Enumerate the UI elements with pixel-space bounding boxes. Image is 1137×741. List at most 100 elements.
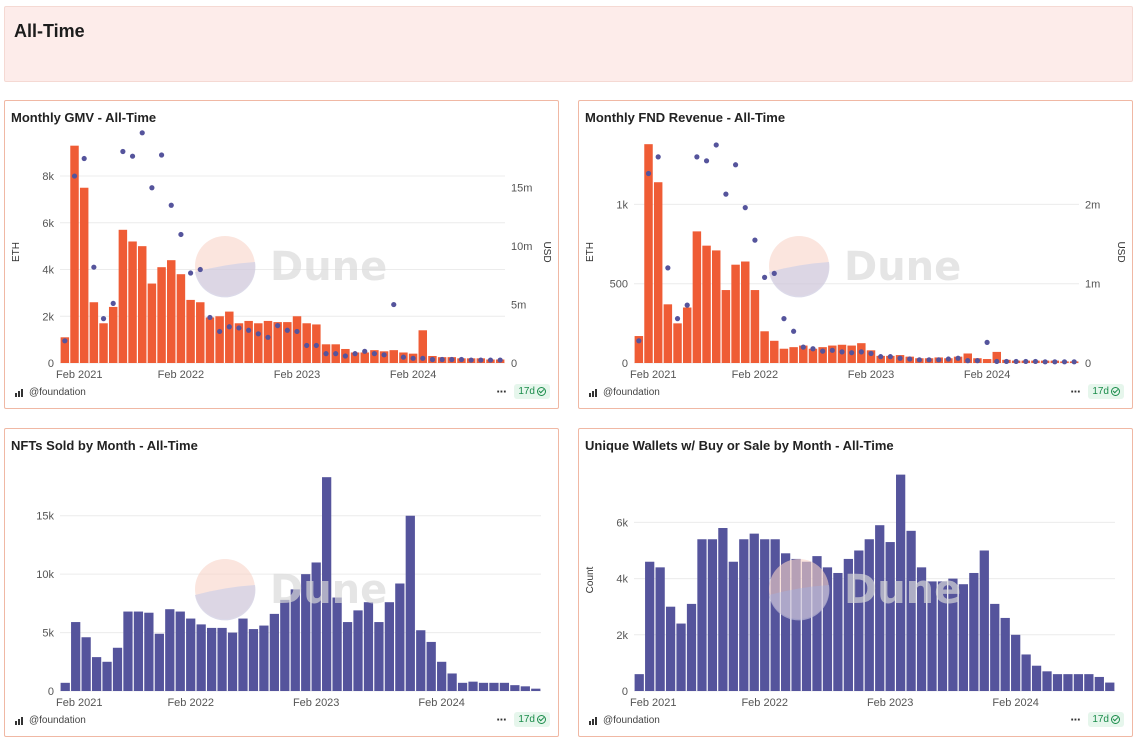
scatter-point [100,316,107,322]
more-options-icon[interactable]: ··· [496,383,507,399]
bar [165,609,175,691]
bar [770,539,780,691]
bar [244,320,253,363]
scatter-point [829,347,835,353]
bar [663,304,673,363]
more-options-icon[interactable]: ··· [1070,383,1081,399]
bar [799,345,808,363]
bar [948,578,958,691]
dashboard-title: All-Time [14,21,85,41]
scatter-point [1052,359,1058,365]
scatter-point [352,351,358,357]
bar [510,685,520,691]
bar [81,637,91,691]
y2-tick-label: 1m [1085,279,1100,291]
scatter-point [839,349,845,355]
scatter-point [168,202,174,208]
bar [108,306,118,363]
scatter-point [858,349,864,355]
x-tick-label: Feb 2024 [390,369,436,381]
bar [692,231,702,363]
scatter-point [275,323,281,329]
bar [238,618,248,691]
dune-watermark: Dune [195,559,387,621]
bar [418,330,428,363]
scatter-point [158,152,165,158]
bar [301,574,311,691]
scatter-point [674,316,681,322]
bar [395,583,405,691]
refresh-badge[interactable]: 17d [1088,384,1124,399]
scatter-point [439,356,445,363]
refresh-badge[interactable]: 17d [1088,712,1124,727]
panel-owner[interactable]: @foundation [15,387,86,398]
scatter-point [497,357,503,363]
scatter-point [742,205,748,211]
panel-owner[interactable]: @foundation [589,715,660,726]
scatter-point [820,348,826,354]
y2-axis-label: USD [1115,241,1126,262]
scatter-point [217,328,223,335]
bar [906,530,916,691]
scatter-point [362,348,368,354]
y-tick-label: 0 [48,686,54,698]
bar [854,550,864,691]
y-tick-label: 15k [36,511,54,523]
watermark-text: Dune [844,244,961,290]
bar [405,515,415,691]
y-tick-label: 5k [42,628,54,640]
scatter-point [468,357,474,363]
watermark-text: Dune [844,567,961,613]
check-icon [537,387,546,396]
y-tick-label: 0 [622,686,628,698]
bar [791,558,801,691]
scatter-point [429,356,436,363]
bar [457,682,468,691]
bar [292,316,302,363]
watermark-text: Dune [270,244,387,290]
bar [739,539,749,691]
refresh-badge[interactable]: 17d [514,384,550,399]
scatter-point [226,324,232,330]
scatter-point [246,327,252,333]
x-tick-label: Feb 2023 [293,697,339,709]
x-tick-label: Feb 2022 [741,697,787,709]
refresh-badge[interactable]: 17d [514,712,550,727]
bar [118,229,128,363]
scatter-point [110,300,116,307]
bar [885,542,895,691]
more-options-icon[interactable]: ··· [496,711,507,727]
scatter-point [236,325,242,331]
bar [896,474,906,691]
more-options-icon[interactable]: ··· [1070,711,1081,727]
panel-title: Monthly GMV - All-Time [11,110,157,125]
y2-tick-label: 0 [511,358,517,370]
dune-watermark: Dune [769,236,961,298]
bar [133,611,144,691]
y2-axis-label: USD [541,241,552,262]
check-icon [1111,715,1120,724]
bar [102,661,112,691]
scatter-point [955,355,961,361]
scatter-point [449,356,455,363]
panel-owner[interactable]: @foundation [589,387,660,398]
bar [363,602,374,691]
owner-handle: @foundation [29,715,86,726]
y-tick-label: 1k [616,199,628,211]
panel-nfts-sold: 0 5k 10k 15k Dune Feb 2021 Feb 2022 Feb 2023 Feb… [4,428,559,737]
scatter-point [771,270,777,277]
scatter-point [1032,358,1039,365]
y-tick-label: 0 [622,358,628,370]
scatter-point [178,231,184,238]
bar [123,611,133,691]
bar [70,145,79,363]
bar [808,348,818,363]
bar [89,302,99,363]
panel-owner[interactable]: @foundation [15,715,86,726]
scatter-point [333,351,339,357]
x-tick-label: Feb 2023 [848,369,894,381]
bar [437,661,447,691]
scatter-point [655,154,661,160]
scatter-point [926,357,932,363]
bar [750,290,760,363]
